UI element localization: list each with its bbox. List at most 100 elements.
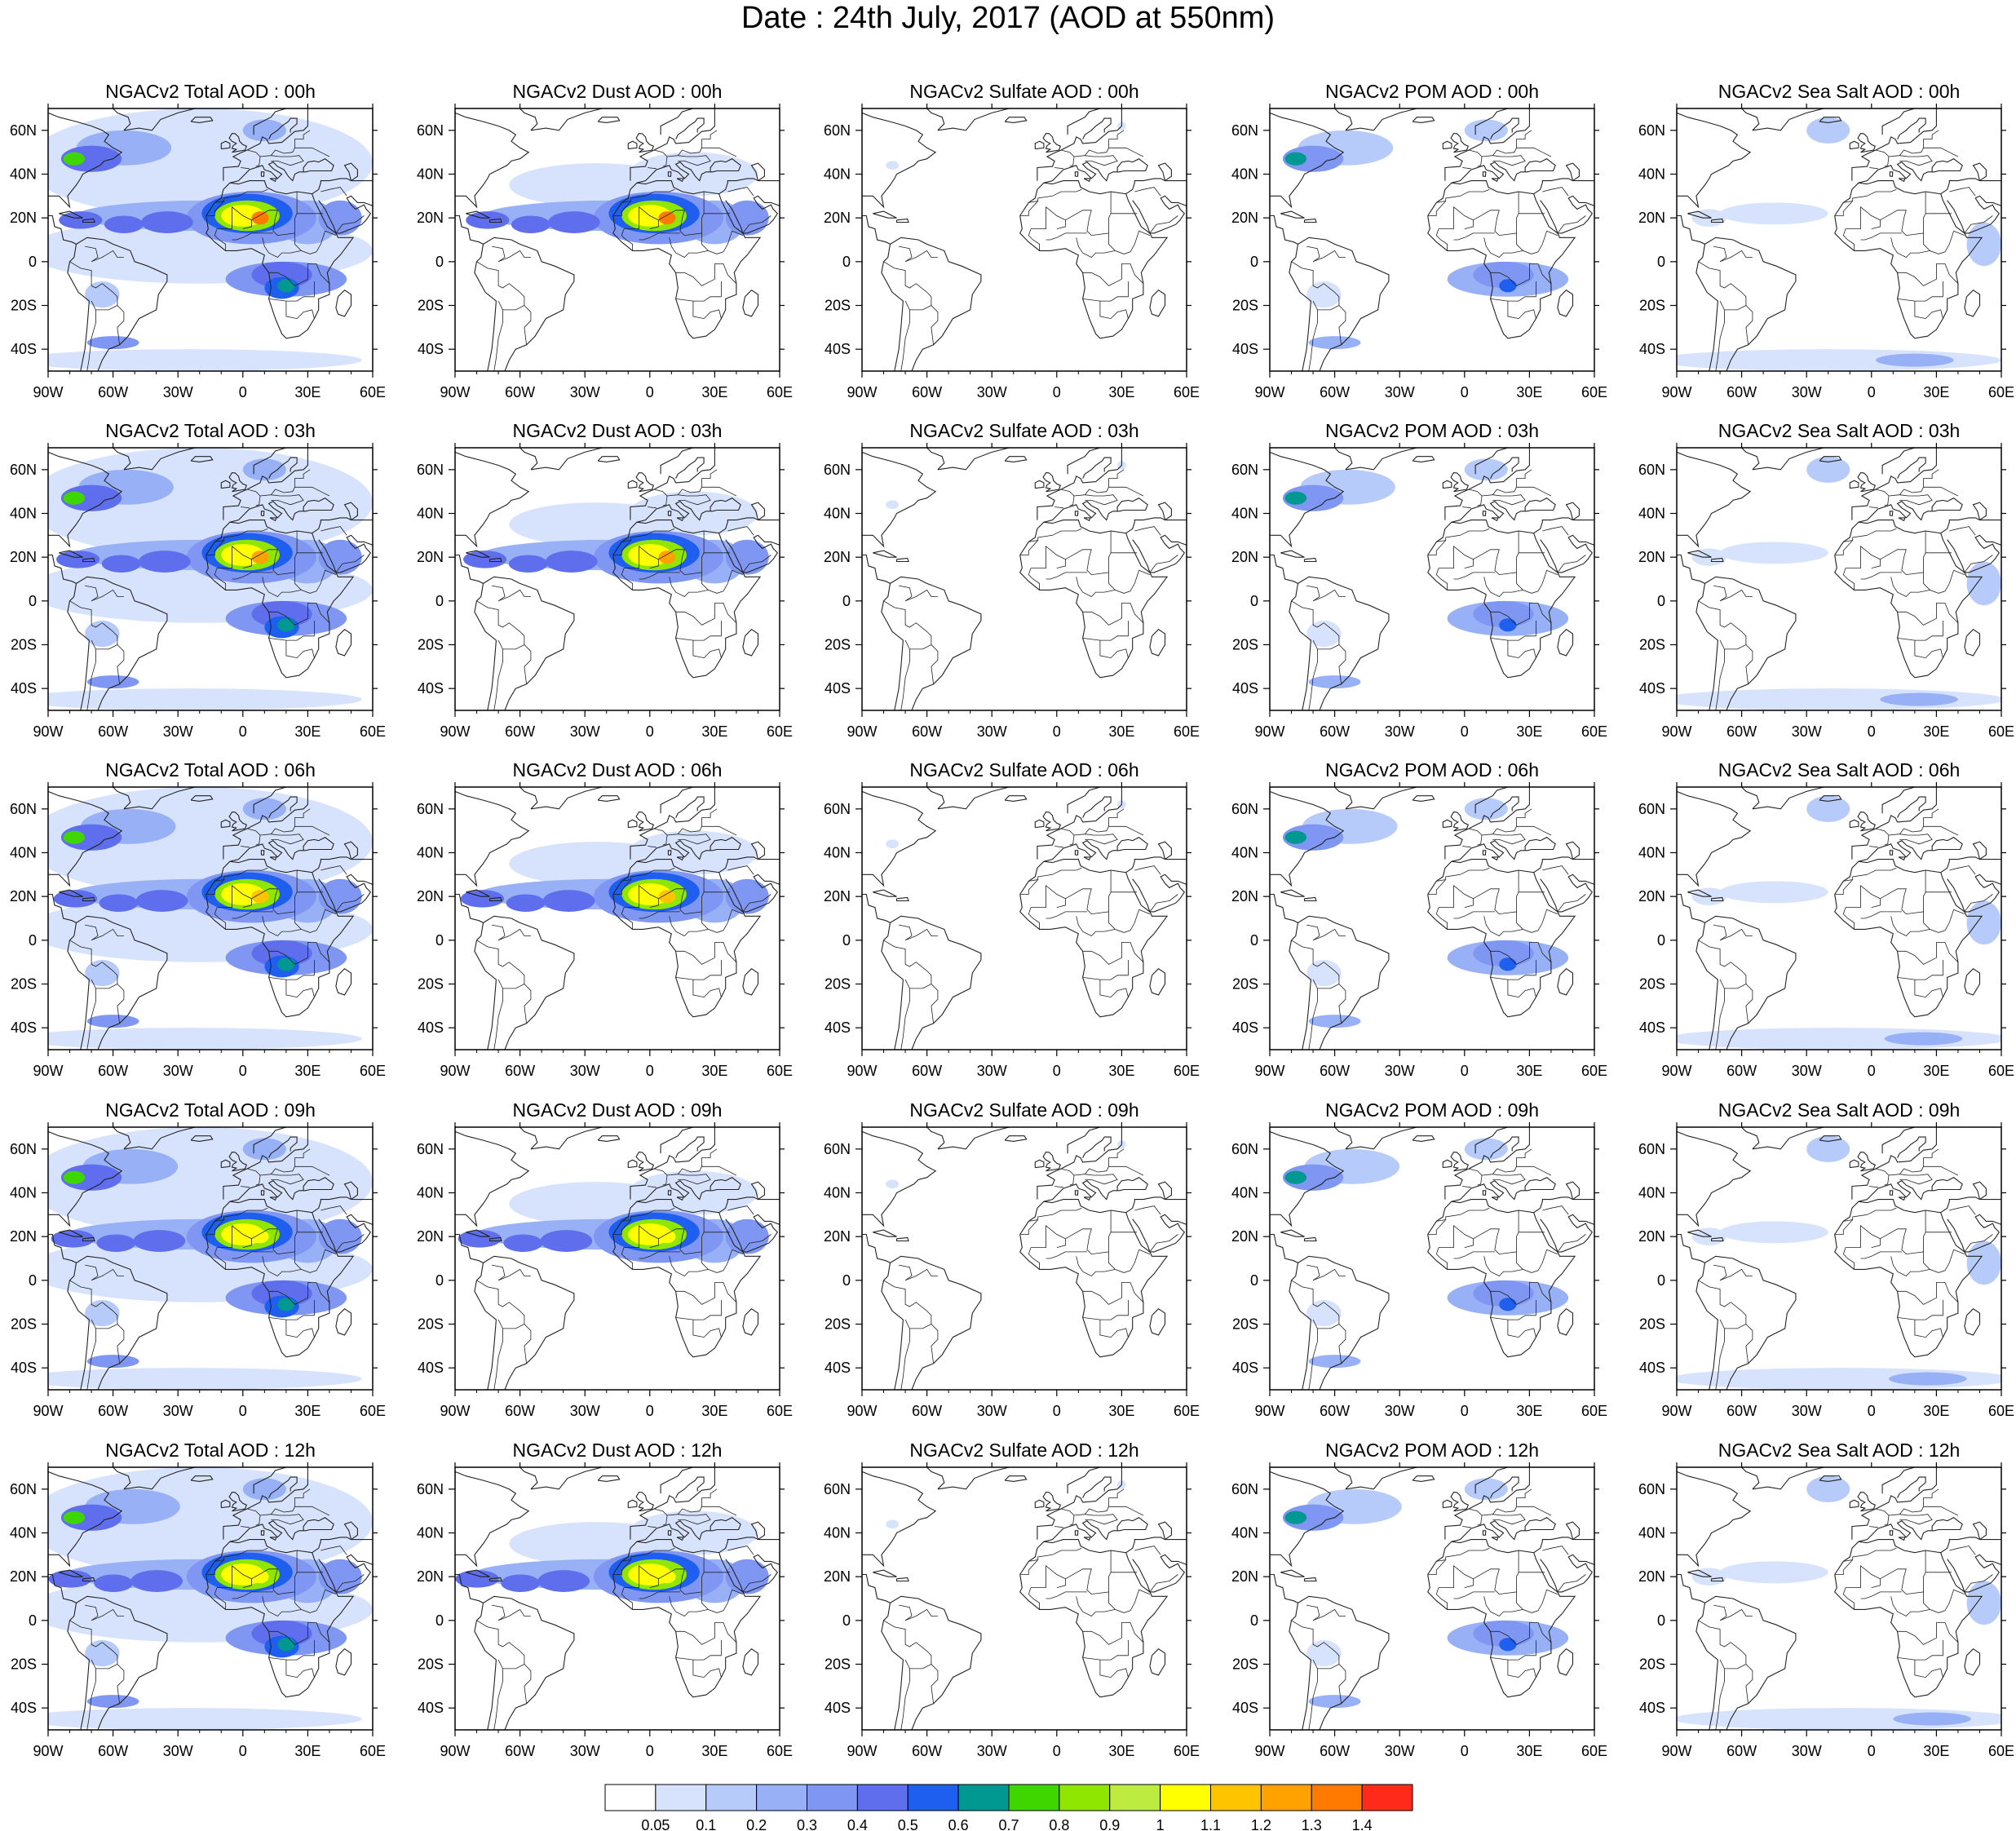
country-border bbox=[321, 1205, 347, 1215]
country-border bbox=[1880, 531, 1926, 576]
aod-blob bbox=[242, 1138, 286, 1161]
coastline bbox=[1972, 841, 1987, 860]
aod-blob bbox=[242, 458, 286, 481]
lon-tick-label: 0 bbox=[1868, 723, 1876, 740]
country-border bbox=[91, 1659, 125, 1704]
lat-tick-label: 20S bbox=[1232, 298, 1258, 314]
country-border bbox=[1082, 1282, 1144, 1305]
lat-tick-label: 20S bbox=[1639, 637, 1665, 653]
country-border bbox=[621, 1587, 633, 1610]
lat-tick-label: 40N bbox=[824, 1525, 851, 1541]
aod-blob bbox=[1282, 484, 1344, 511]
country-border bbox=[1134, 865, 1161, 875]
coastline bbox=[223, 787, 308, 860]
coastline bbox=[1157, 1521, 1172, 1541]
lat-tick-label: 20N bbox=[1638, 888, 1665, 904]
coastline bbox=[1972, 1181, 1987, 1201]
colorbar-label: 0.2 bbox=[746, 1817, 767, 1831]
colorbar-label: 0.9 bbox=[1099, 1817, 1120, 1831]
panel-title: NGACv2 POM AOD : 09h bbox=[1325, 1099, 1539, 1121]
coastline bbox=[1451, 498, 1556, 523]
country-border bbox=[1082, 621, 1129, 641]
panel-title: NGACv2 Sea Salt AOD : 03h bbox=[1718, 420, 1961, 441]
coastline bbox=[635, 1152, 655, 1172]
aod-blob bbox=[1308, 336, 1361, 350]
aod-blob bbox=[1284, 1170, 1307, 1184]
aod-blob bbox=[1880, 692, 1958, 706]
country-border bbox=[899, 1604, 913, 1621]
country-border bbox=[1557, 1574, 1586, 1593]
country-border bbox=[648, 1526, 657, 1528]
aod-field bbox=[455, 1127, 780, 1390]
lat-tick-label: 40S bbox=[11, 1700, 37, 1716]
lon-tick-label: 90W bbox=[440, 723, 470, 740]
lat-tick-label: 20S bbox=[1639, 1316, 1665, 1333]
coastline bbox=[1482, 850, 1487, 856]
country-border bbox=[1834, 1219, 1853, 1235]
lon-tick-label: 60W bbox=[912, 384, 942, 400]
coastline bbox=[862, 1130, 937, 1227]
lon-tick-label: 0 bbox=[239, 1403, 247, 1419]
country-border bbox=[1890, 237, 1930, 258]
coastline bbox=[1881, 1127, 1937, 1154]
lon-tick-label: 90W bbox=[33, 1403, 63, 1419]
country-border bbox=[206, 879, 224, 895]
country-border bbox=[1031, 545, 1066, 568]
aod-blob bbox=[725, 200, 769, 236]
country-border bbox=[900, 1328, 910, 1390]
country-border bbox=[624, 1564, 659, 1588]
lon-tick-label: 30E bbox=[701, 384, 727, 400]
country-border bbox=[639, 1251, 680, 1259]
lat-tick-label: 40N bbox=[10, 845, 37, 861]
coastline bbox=[1695, 576, 1797, 710]
aod-blob bbox=[318, 539, 362, 575]
lat-tick-label: 60N bbox=[824, 122, 851, 139]
colorbar-swatch bbox=[1160, 1784, 1211, 1811]
country-border bbox=[658, 531, 705, 576]
coastline bbox=[1444, 1127, 1530, 1200]
coastline bbox=[1074, 1190, 1079, 1196]
lon-tick-label: 30E bbox=[701, 1743, 727, 1759]
aod-blob bbox=[60, 1504, 122, 1531]
country-border bbox=[321, 1546, 347, 1555]
country-border bbox=[1473, 192, 1519, 237]
coastline bbox=[725, 1214, 780, 1253]
lat-tick-label: 0 bbox=[1657, 932, 1665, 949]
lat-tick-label: 60N bbox=[1231, 462, 1258, 478]
country-border bbox=[1507, 301, 1536, 320]
country-border bbox=[1028, 907, 1040, 930]
aod-blob bbox=[1306, 620, 1342, 648]
panel-frame bbox=[454, 786, 780, 1050]
panel-title: NGACv2 POM AOD : 06h bbox=[1325, 759, 1539, 781]
coastline bbox=[1881, 1467, 1937, 1494]
country-border bbox=[1923, 130, 1939, 148]
coastline bbox=[1442, 140, 1452, 150]
coastline bbox=[1889, 171, 1894, 177]
country-border bbox=[1435, 568, 1448, 590]
coastline bbox=[895, 1577, 909, 1582]
country-border bbox=[639, 232, 680, 241]
country-border bbox=[1108, 230, 1151, 254]
lat-tick-label: 40N bbox=[1231, 845, 1258, 861]
country-border bbox=[1019, 540, 1038, 555]
lon-tick-label: 60E bbox=[360, 723, 386, 740]
lat-tick-label: 40S bbox=[1639, 680, 1665, 697]
panel-frame bbox=[1676, 108, 2002, 372]
country-border bbox=[1073, 1165, 1144, 1176]
coastline bbox=[1851, 1467, 1937, 1540]
lat-tick-label: 60N bbox=[10, 1481, 37, 1497]
country-border bbox=[262, 1256, 302, 1276]
aod-blob bbox=[63, 152, 86, 166]
country-border bbox=[1308, 309, 1318, 371]
lat-tick-label: 20S bbox=[825, 1316, 851, 1333]
country-border bbox=[1134, 1546, 1161, 1555]
lat-tick-label: 40N bbox=[10, 506, 37, 522]
lon-tick-label: 60W bbox=[98, 1743, 128, 1759]
coastline bbox=[1074, 511, 1079, 516]
coastline bbox=[1889, 1190, 1894, 1196]
lon-tick-label: 60W bbox=[1726, 1063, 1757, 1079]
coastline bbox=[1132, 873, 1187, 913]
